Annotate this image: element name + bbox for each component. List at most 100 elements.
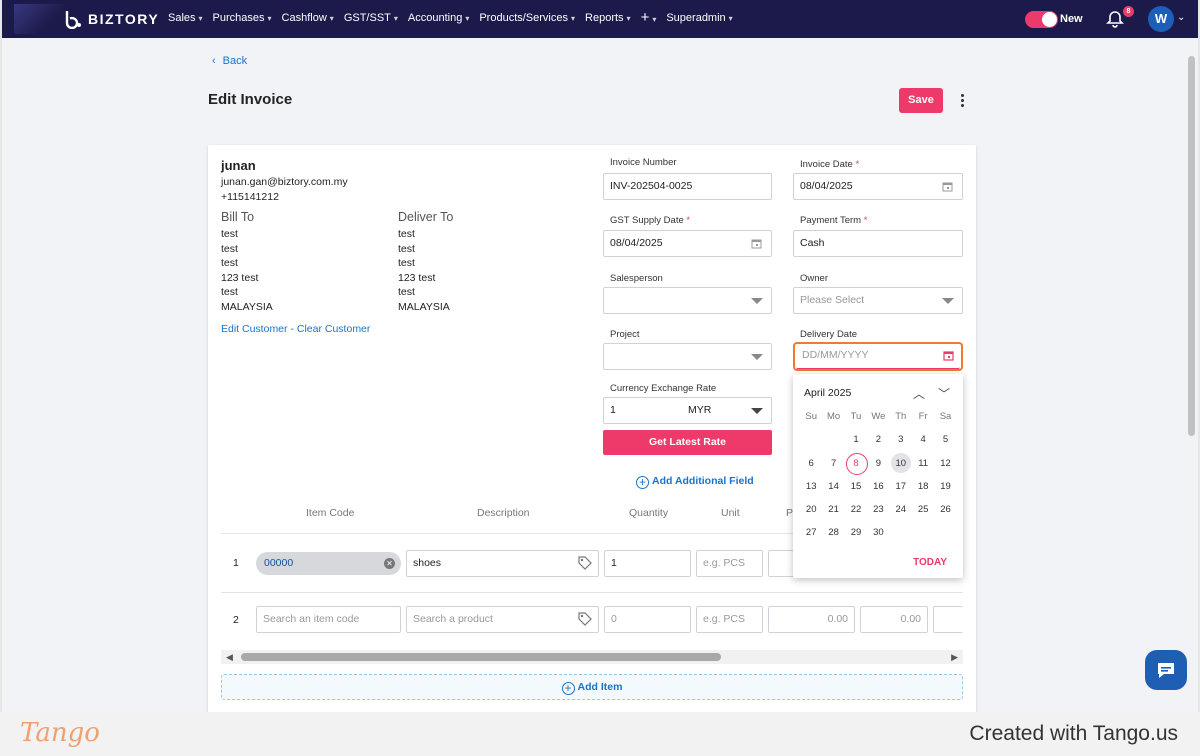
calendar-day[interactable]: 24 <box>895 504 907 516</box>
chevron-down-icon[interactable]: ﹀ <box>938 387 951 401</box>
calendar-day[interactable]: 12 <box>940 457 951 469</box>
delivery-date-input[interactable]: DD/MM/YYYY <box>796 344 960 369</box>
calendar-day[interactable]: 16 <box>873 480 884 492</box>
calendar-day[interactable]: 6 <box>808 457 814 469</box>
add-additional-field-button[interactable]: + Add Additional Field <box>636 475 754 489</box>
scroll-thumb[interactable] <box>241 653 721 661</box>
invoice-number-input[interactable]: INV-202504-0025 <box>603 173 772 200</box>
today-button[interactable]: TODAY <box>913 557 947 568</box>
calendar-day[interactable]: 3 <box>898 434 904 446</box>
quantity-input[interactable]: 1 <box>604 550 691 577</box>
calendar-day[interactable]: 9 <box>875 457 882 469</box>
tag-icon[interactable] <box>578 556 592 570</box>
brand-name[interactable]: BIZTORY <box>88 11 160 27</box>
calendar-day[interactable]: 2 <box>875 434 882 446</box>
exchange-rate-input[interactable]: 1 MYR <box>603 397 772 424</box>
chevron-down-icon[interactable]: ⌄ <box>1177 12 1186 23</box>
calendar-day[interactable]: 17 <box>895 480 907 492</box>
back-link[interactable]: ‹ Back <box>212 55 248 67</box>
edit-customer-link[interactable]: Edit Customer <box>221 323 288 335</box>
calendar-day[interactable]: 8 <box>845 452 869 475</box>
owner-label: Owner <box>800 273 828 284</box>
menu-gst-sst[interactable]: GST/SST ▾ <box>343 12 398 24</box>
calendar-day[interactable]: 28 <box>828 527 839 539</box>
horizontal-scrollbar[interactable]: ◀ ▶ <box>221 650 963 664</box>
menu-products-services[interactable]: Products/Services ▾ <box>479 12 576 24</box>
calendar-day[interactable]: 15 <box>850 480 862 492</box>
calendar-day[interactable]: 7 <box>830 457 837 469</box>
project-select[interactable] <box>603 343 772 370</box>
col-header-unit: Unit <box>721 507 740 519</box>
col-header-price: P <box>786 507 794 519</box>
amount-input[interactable] <box>933 606 963 633</box>
calendar-day[interactable]: 18 <box>917 480 929 492</box>
price-input[interactable] <box>768 550 794 577</box>
menu-accounting[interactable]: Accounting ▾ <box>407 12 470 24</box>
calendar-day[interactable]: 23 <box>873 504 884 516</box>
new-ui-toggle[interactable] <box>1025 11 1058 28</box>
calendar-day[interactable]: 5 <box>942 434 949 446</box>
unit-input[interactable]: e.g. PCS <box>696 606 763 633</box>
calendar-day[interactable]: 13 <box>805 480 817 492</box>
product-search-input[interactable]: Search a product <box>406 606 599 633</box>
menu-reports[interactable]: Reports ▾ <box>585 12 631 24</box>
delivery-date-focus-ring: DD/MM/YYYY <box>793 342 963 371</box>
menu-cashflow[interactable]: Cashflow ▾ <box>281 12 334 24</box>
item-code-search-input[interactable]: Search an item code <box>256 606 401 633</box>
datepicker-month-title[interactable]: April 2025 <box>804 387 852 399</box>
calendar-day[interactable]: 1 <box>853 434 859 446</box>
scroll-right-icon[interactable]: ▶ <box>951 652 958 662</box>
menu-quick-add[interactable]: + ▾ <box>640 9 657 26</box>
clear-customer-link[interactable]: Clear Customer <box>296 323 371 335</box>
calendar-day[interactable]: 27 <box>805 527 817 539</box>
price-input[interactable]: 0.00 <box>768 606 855 633</box>
chevron-up-icon[interactable]: ︿ <box>913 387 926 401</box>
calendar-day[interactable]: 25 <box>917 504 929 516</box>
unit-input[interactable]: e.g. PCS <box>696 550 763 577</box>
user-avatar[interactable]: W <box>1148 6 1174 32</box>
calendar-day[interactable]: 26 <box>940 504 951 516</box>
gst-supply-date-input[interactable]: 08/04/2025 <box>603 230 772 257</box>
quantity-input[interactable]: 0 <box>604 606 691 633</box>
calendar-icon[interactable] <box>943 350 954 361</box>
payment-term-input[interactable]: Cash <box>793 230 963 257</box>
owner-select[interactable]: Please Select <box>793 287 963 314</box>
tag-icon[interactable] <box>578 612 592 626</box>
calendar-icon[interactable] <box>751 238 762 249</box>
menu-superadmin[interactable]: Superadmin ▾ <box>666 12 733 24</box>
description-input[interactable]: shoes <box>406 550 599 577</box>
calendar-icon[interactable] <box>942 181 953 192</box>
invoice-date-input[interactable]: 08/04/2025 <box>793 173 963 200</box>
biztory-logo-icon[interactable] <box>64 9 84 29</box>
calendar-day[interactable]: 11 <box>918 457 929 469</box>
col-header-quantity: Quantity <box>629 507 669 519</box>
discount-input[interactable]: 0.00 <box>860 606 928 633</box>
salesperson-select[interactable] <box>603 287 772 314</box>
calendar-day[interactable]: 21 <box>828 504 839 516</box>
save-button[interactable]: Save <box>899 88 943 113</box>
calendar-day[interactable]: 29 <box>850 527 862 539</box>
calendar-day[interactable]: 22 <box>850 504 862 516</box>
calendar-day[interactable]: 19 <box>940 480 951 492</box>
vertical-scrollbar[interactable] <box>1186 38 1198 712</box>
item-code-chip[interactable]: 00000 ✕ <box>256 552 401 575</box>
invoice-number-label: Invoice Number <box>610 157 677 168</box>
calendar-day[interactable]: 14 <box>828 480 839 492</box>
new-ui-toggle-label: New <box>1060 13 1083 25</box>
calendar-day[interactable]: 30 <box>873 527 884 539</box>
calendar-day[interactable]: 20 <box>805 504 817 516</box>
scroll-left-icon[interactable]: ◀ <box>226 652 233 662</box>
bell-icon[interactable] <box>1106 10 1124 28</box>
clear-icon[interactable]: ✕ <box>384 558 395 569</box>
col-header-description: Description <box>477 507 530 519</box>
chat-support-button[interactable] <box>1145 650 1187 690</box>
currency-select[interactable]: MYR <box>688 404 712 416</box>
calendar-day[interactable]: 10 <box>890 452 912 475</box>
get-latest-rate-button[interactable]: Get Latest Rate <box>603 430 772 455</box>
calendar-day[interactable]: 4 <box>920 434 926 446</box>
menu-purchases[interactable]: Purchases ▾ <box>212 12 272 24</box>
menu-sales[interactable]: Sales ▾ <box>168 12 203 24</box>
add-item-button[interactable]: + Add Item <box>221 674 963 700</box>
currency-exchange-label: Currency Exchange Rate <box>610 383 717 394</box>
more-options-icon[interactable] <box>958 94 966 110</box>
